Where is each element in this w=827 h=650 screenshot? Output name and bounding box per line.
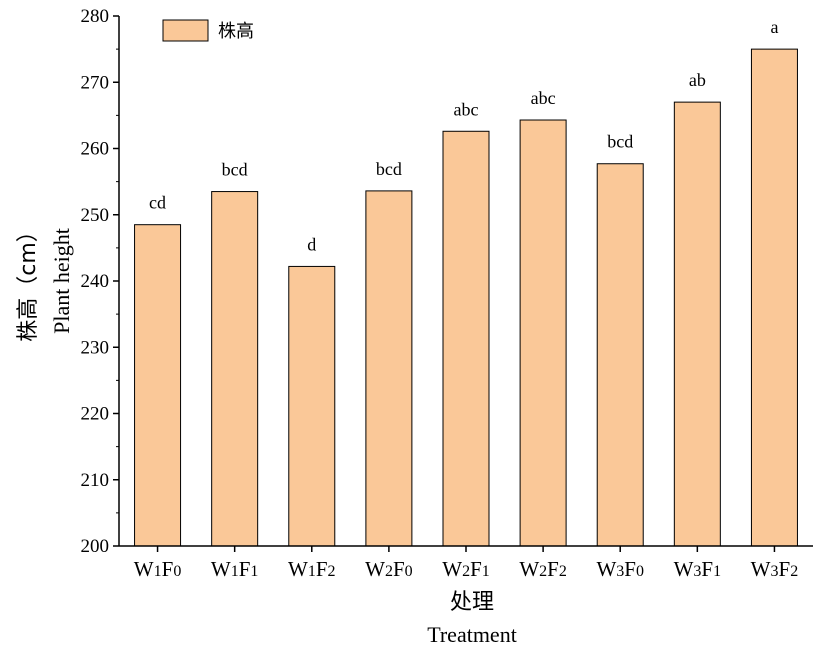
legend: 株高 [162,19,254,42]
bar [365,190,413,547]
x-tick-label: W2F1 [442,557,490,581]
x-tick-label: W3F0 [596,557,644,581]
bar [596,163,644,547]
bar [134,224,182,547]
bar-significance-label: ab [689,70,706,90]
bar-significance-label: a [770,17,778,37]
bar [288,265,336,547]
axis-titles: 处理 Treatment 株高（cm） Plant height [16,220,517,647]
bar [211,191,259,547]
x-tick-label: W2F2 [519,557,567,581]
bar-significance-label: bcd [607,132,633,152]
bar [673,101,721,547]
bar-significance-label: abc [531,88,556,108]
y-tick-label: 230 [81,337,110,358]
y-axis-title: 株高（cm） [16,220,41,342]
legend-swatch [162,19,209,42]
x-tick-label: W2F0 [365,557,413,581]
y-tick-label: 270 [81,72,110,93]
bar [750,48,798,547]
x-tick-label: W1F0 [134,557,182,581]
x-tick-label: W3F2 [751,557,799,581]
y-tick-label: 260 [81,139,110,160]
bar-significance-label: bcd [376,159,402,179]
x-tick-label: W1F1 [211,557,259,581]
bar-significance-label: d [307,234,316,254]
x-axis-title-en: Treatment [427,622,517,647]
y-tick-label: 220 [81,404,110,425]
bar [519,119,567,547]
x-tick-label: W3F1 [674,557,722,581]
bar-significance-label: cd [149,193,166,213]
y-tick-label: 240 [81,271,110,292]
y-tick-label: 280 [81,6,110,27]
x-axis-title: 处理 [450,590,494,615]
y-axis-title-en: Plant height [49,228,74,334]
y-tick-label: 200 [81,536,110,557]
bars-layer: cd bcd d bcd abc abc bcd ab a [134,17,798,547]
x-tick-label: W1F2 [288,557,336,581]
legend-label: 株高 [218,21,254,42]
bar-significance-label: bcd [222,160,248,180]
y-tick-label: 250 [81,205,110,226]
bar-significance-label: abc [454,99,479,119]
axes-layer: 200 210 220 230 240 250 260 270 280 W1F0 W1F1 W1F2 W… [81,6,813,581]
y-tick-label: 210 [81,470,110,491]
bar [442,130,490,547]
